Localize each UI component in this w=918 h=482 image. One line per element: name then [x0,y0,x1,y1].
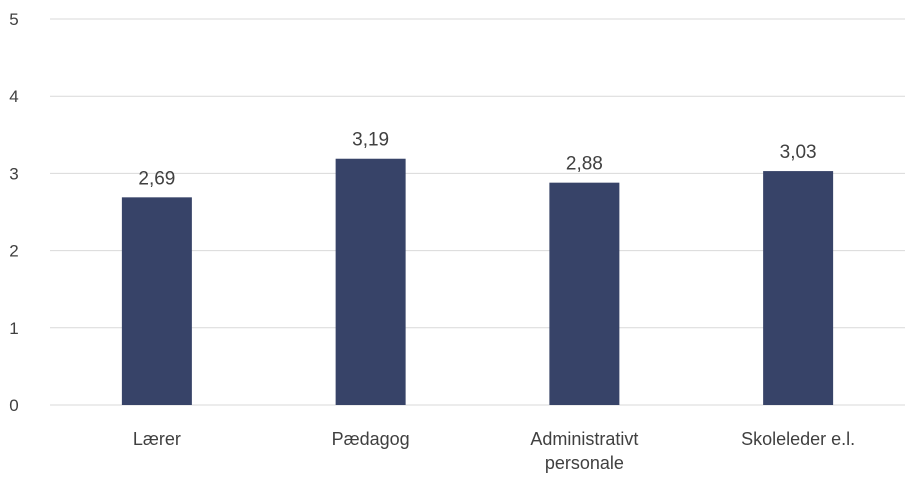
y-tick-label: 2 [9,242,18,261]
x-category-label-line: Administrativt [530,429,638,449]
data-labels: 2,69 3,19 2,88 3,03 [138,130,816,190]
y-tick-label: 5 [9,10,18,29]
bar [335,158,406,405]
y-tick-label: 3 [9,164,18,183]
x-axis-labels: Lærer Pædagog Administrativt personale Skole… [133,429,855,473]
y-axis-ticks: 0 1 2 3 4 5 [9,10,18,415]
x-category-label: Pædagog [332,429,410,449]
x-category-label: Administrativt personale [530,429,638,473]
y-tick-label: 4 [9,87,18,106]
bar [121,197,192,405]
data-label: 3,19 [352,130,389,151]
x-category-label-line: personale [545,453,624,473]
y-tick-label: 1 [9,319,18,338]
bar [549,182,620,405]
x-category-label: Lærer [133,429,181,449]
data-label: 3,03 [780,142,817,163]
x-category-label-line: Lærer [133,429,181,449]
gridlines [50,18,905,406]
bars [121,158,834,405]
x-category-label-line: Pædagog [332,429,410,449]
bar [763,171,834,405]
data-label: 2,88 [566,154,603,175]
y-tick-label: 0 [9,396,18,415]
data-label: 2,69 [138,168,175,189]
x-category-label-line: Skoleleder e.l. [741,429,855,449]
x-category-label: Skoleleder e.l. [741,429,855,449]
